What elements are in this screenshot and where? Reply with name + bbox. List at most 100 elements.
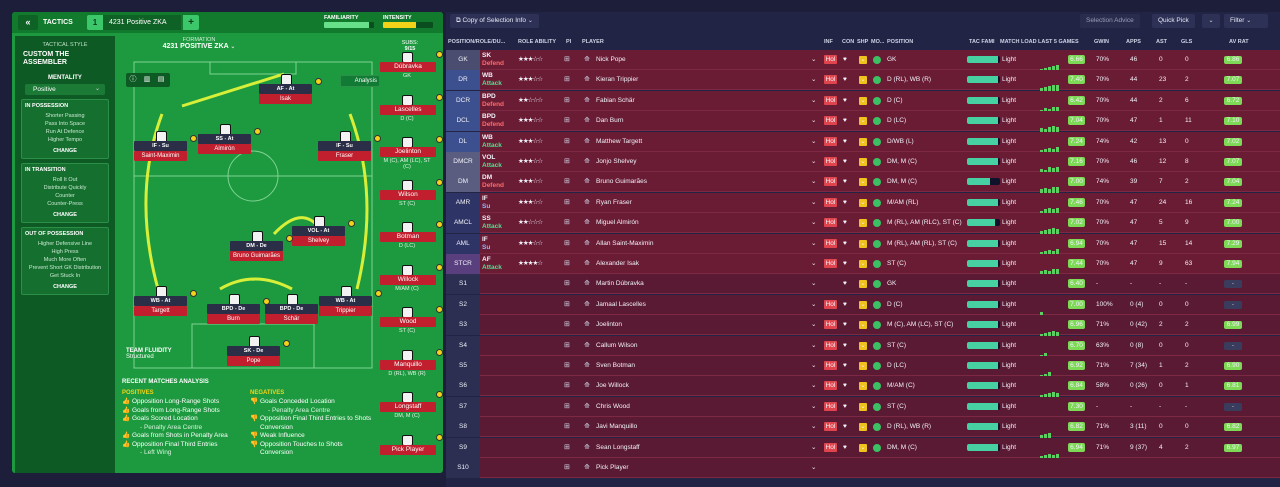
- quick-pick-button[interactable]: Quick Pick: [1152, 14, 1195, 28]
- column-header[interactable]: PLAYER: [582, 39, 604, 45]
- sub-name[interactable]: Wilson: [380, 189, 436, 200]
- table-row[interactable]: S5 ⊞ ⟰ Sven Botman ⌄ Hol ♥ ⌄ D (LC) Light 6.92 71% 7…: [446, 356, 1280, 381]
- column-header[interactable]: SHP: [857, 39, 869, 45]
- sub-name[interactable]: Dúbravka: [380, 62, 436, 72]
- pitch-player[interactable]: WB - At Targett: [134, 286, 197, 320]
- table-row[interactable]: DCL BPD Defend ★★★☆☆ ⊞ ⟰ Dan Burn ⌄ Hol ♥ ⌄ D (LC) L…: [446, 111, 1280, 137]
- player-name[interactable]: Callum Wilson: [596, 341, 638, 349]
- player-role[interactable]: IF - Su: [134, 141, 187, 151]
- column-header[interactable]: GWIN: [1094, 39, 1109, 45]
- chevron-down-icon[interactable]: ⌄: [811, 158, 817, 165]
- bar-chart-icon[interactable]: ▥: [143, 76, 151, 83]
- player-name[interactable]: Schär: [265, 314, 318, 324]
- player-name[interactable]: Joelinton: [596, 321, 623, 329]
- tactic-name-select[interactable]: 4231 Positive ZKA: [103, 15, 181, 30]
- player-name[interactable]: Burn: [207, 314, 260, 324]
- change-out-of-possession-button[interactable]: CHANGE: [53, 284, 77, 290]
- add-tactic-button[interactable]: +: [183, 15, 199, 30]
- player-role[interactable]: VOL - At: [292, 226, 345, 236]
- copy-selection-info-button[interactable]: ⧉ Copy of Selection Info ⌄: [450, 14, 539, 28]
- sub-name[interactable]: Lascelles: [380, 104, 436, 115]
- table-row[interactable]: AMCL SS Attack ★★☆☆☆ ⊞ ⟰ Miguel Almirón ⌄ Hol ♥ ⌄ M…: [446, 213, 1280, 239]
- pitch-player[interactable]: IF - Su Fraser: [318, 131, 381, 165]
- player-name[interactable]: Trippier: [319, 306, 372, 316]
- player-name[interactable]: Pick Player: [596, 464, 629, 471]
- role-duty-cell[interactable]: SK Defend: [482, 52, 505, 67]
- chevron-down-icon[interactable]: ⌄: [811, 198, 817, 206]
- player-info-icon[interactable]: ⊞: [564, 239, 570, 247]
- player-info-icon[interactable]: ⊞: [564, 137, 570, 145]
- table-row[interactable]: DM DM Defend ★★★☆☆ ⊞ ⟰ Bruno Guimarães ⌄ Hol ♥ ⌄ DM…: [446, 172, 1280, 198]
- player-info-icon[interactable]: ⊞: [564, 117, 570, 125]
- table-row[interactable]: S7 ⊞ ⟰ Chris Wood ⌄ Hol ♥ ⌄ ST (C) Light 7.30 - - - - -: [446, 396, 1280, 417]
- column-header[interactable]: MO...: [871, 39, 885, 45]
- chevron-down-icon[interactable]: ⌄: [811, 464, 817, 471]
- instruction-icon[interactable]: [190, 135, 197, 142]
- instruction-icon[interactable]: [436, 93, 443, 101]
- instruction-icon[interactable]: [286, 235, 293, 242]
- player-role[interactable]: SK - De: [227, 346, 280, 356]
- player-name[interactable]: Sean Longstaff: [596, 443, 640, 451]
- list-icon[interactable]: ▤: [157, 76, 165, 83]
- mentality-select[interactable]: Positive ⌄: [25, 84, 105, 95]
- player-info-icon[interactable]: ⊞: [564, 158, 570, 165]
- chevron-down-icon[interactable]: ⌄: [811, 321, 817, 329]
- player-info-icon[interactable]: ⊞: [564, 178, 570, 186]
- player-name[interactable]: Fabian Schär: [596, 96, 635, 104]
- substitute-slot[interactable]: Dúbravka GK: [379, 51, 443, 79]
- column-header[interactable]: TAC FAMI: [969, 39, 995, 45]
- chevron-down-icon[interactable]: ⌄: [811, 300, 817, 308]
- player-role[interactable]: WB - At: [134, 296, 187, 306]
- player-name[interactable]: Chris Wood: [596, 402, 630, 410]
- player-role[interactable]: SS - At: [198, 134, 251, 144]
- role-duty-cell[interactable]: VOL Attack: [482, 154, 502, 169]
- player-role[interactable]: IF - Su: [318, 141, 371, 151]
- player-name[interactable]: Miguel Almirón: [596, 219, 639, 227]
- substitute-slot[interactable]: Botman D (LC): [379, 221, 443, 249]
- table-row[interactable]: DL WB Attack ★★★☆☆ ⊞ ⟰ Matthew Targett ⌄ Hol ♥ ⌄ D/…: [446, 131, 1280, 157]
- chevron-down-icon[interactable]: ⌄: [811, 178, 817, 186]
- role-duty-cell[interactable]: SS Attack: [482, 215, 502, 231]
- column-header[interactable]: LAST 5 GAMES: [1038, 39, 1079, 45]
- player-name[interactable]: Nick Pope: [596, 56, 626, 63]
- chevron-down-icon[interactable]: ⌄: [811, 96, 817, 104]
- instruction-icon[interactable]: [436, 348, 443, 356]
- substitute-slot[interactable]: Lascelles D (C): [379, 93, 443, 122]
- pitch-player[interactable]: AF - At Isak: [259, 74, 322, 108]
- player-name[interactable]: Sven Botman: [596, 362, 636, 369]
- table-row[interactable]: S1 ⊞ ⟰ Martin Dúbravka ⌄ ♥ ⌄ GK Light 6.40 - - - - -: [446, 274, 1280, 295]
- player-info-icon[interactable]: ⊞: [564, 280, 570, 288]
- table-row[interactable]: GK SK Defend ★★★☆☆ ⊞ ⟰ Nick Pope ⌄ Hol ♥ ⌄ GK Light 6…: [446, 50, 1280, 75]
- change-in-transition-button[interactable]: CHANGE: [53, 212, 77, 218]
- player-name[interactable]: Kieran Trippier: [596, 76, 639, 84]
- selection-advice-button[interactable]: Selection Advice: [1080, 14, 1140, 28]
- player-name[interactable]: Fraser: [318, 151, 371, 161]
- chevron-down-icon[interactable]: ⌄: [811, 382, 817, 390]
- player-name[interactable]: Allan Saint-Maximin: [596, 239, 654, 247]
- player-info-icon[interactable]: ⊞: [564, 402, 570, 410]
- quick-pick-dropdown[interactable]: ⌄: [1202, 14, 1220, 28]
- instruction-icon[interactable]: [283, 340, 290, 347]
- table-row[interactable]: S9 ⊞ ⟰ Sean Longstaff ⌄ Hol ♥ ⌄ DM, M (C) Light 6.…: [446, 437, 1280, 463]
- player-info-icon[interactable]: ⊞: [564, 443, 570, 451]
- pitch-player[interactable]: WB - At Trippier: [319, 286, 382, 320]
- role-duty-cell[interactable]: WB Attack: [482, 72, 502, 88]
- chevron-down-icon[interactable]: ⌄: [811, 443, 817, 451]
- column-header[interactable]: GLS: [1181, 39, 1193, 45]
- chevron-down-icon[interactable]: ⌄: [811, 402, 817, 410]
- column-header[interactable]: ROLE ABILITY: [518, 39, 556, 45]
- player-role[interactable]: DM - De: [230, 241, 283, 251]
- chevron-down-icon[interactable]: ⌄: [811, 56, 817, 63]
- pitch-player[interactable]: BPD - De Schär: [265, 294, 328, 328]
- column-header[interactable]: PI: [566, 39, 572, 45]
- substitute-slot[interactable]: Wood ST (C): [379, 306, 443, 334]
- info-icon[interactable]: ⓘ: [129, 76, 137, 83]
- chevron-down-icon[interactable]: ⌄: [811, 137, 817, 145]
- table-row[interactable]: S8 ⊞ ⟰ Javi Manquillo ⌄ Hol ♥ ⌄ D (RL), WB (R) Li…: [446, 417, 1280, 443]
- sub-name[interactable]: Wood: [380, 317, 436, 327]
- recent-analysis-link[interactable]: RECENT MATCHES ANALYSIS: [122, 379, 209, 385]
- player-name[interactable]: Saint-Maximin: [134, 151, 187, 161]
- chevron-down-icon[interactable]: ⌄: [811, 239, 817, 247]
- player-info-icon[interactable]: ⊞: [564, 300, 570, 308]
- sub-name[interactable]: Longstaff: [380, 402, 436, 412]
